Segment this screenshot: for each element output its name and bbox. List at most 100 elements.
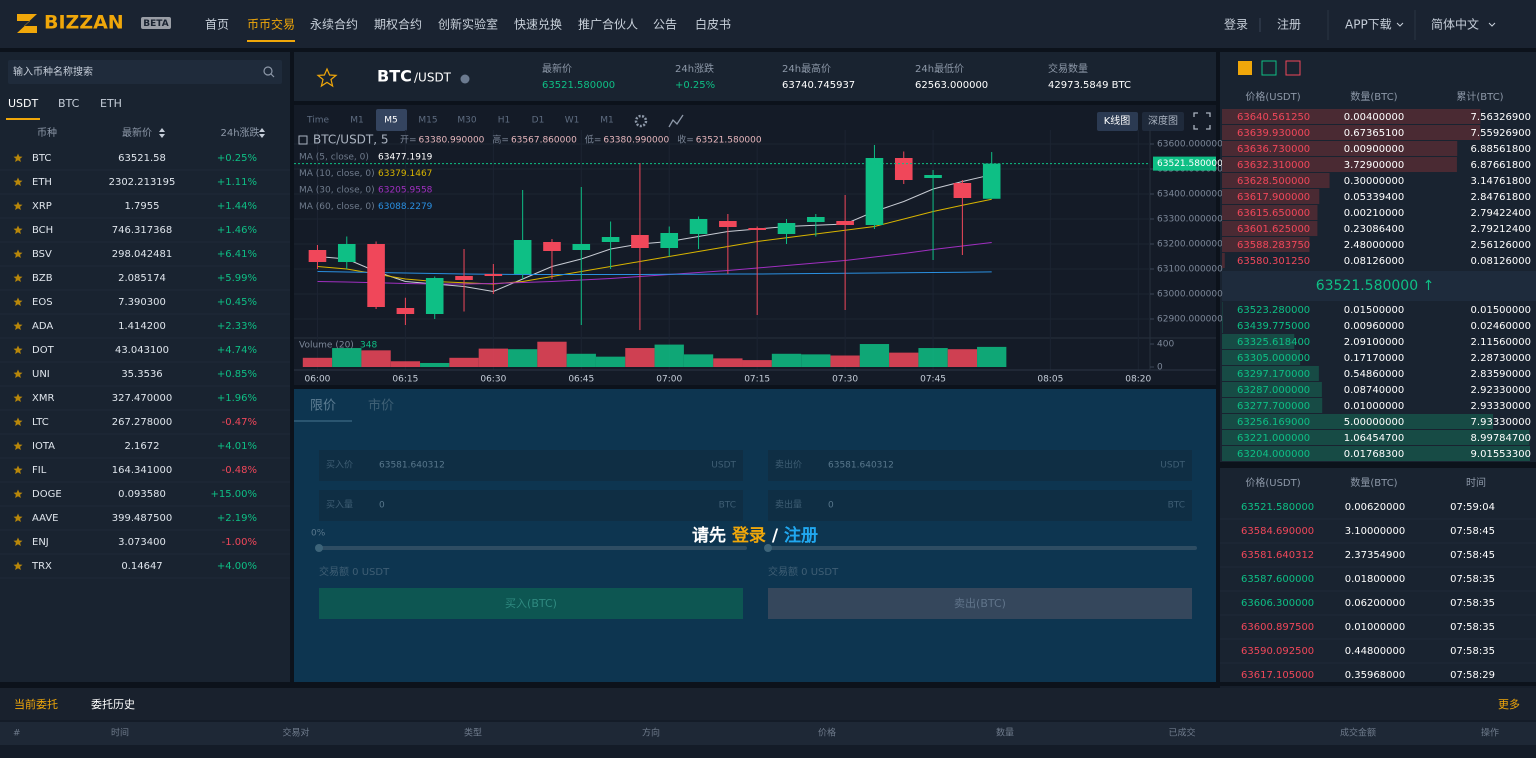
favorite-star[interactable]: [13, 561, 23, 571]
trade-button-label[interactable]: 卖出(BTC): [954, 596, 1006, 610]
stat-value: 63740.745937: [782, 80, 855, 91]
interval-button[interactable]: H1: [498, 116, 511, 126]
nav-item[interactable]: 币币交易: [247, 17, 295, 32]
market-change: +4.00%: [217, 561, 257, 572]
market-symbol[interactable]: DOT: [32, 345, 55, 356]
market-symbol[interactable]: EOS: [32, 297, 53, 308]
favorite-star[interactable]: [13, 537, 23, 547]
favorite-star[interactable]: [13, 369, 23, 379]
favorite-star[interactable]: [13, 441, 23, 451]
favorite-star[interactable]: [13, 249, 23, 259]
depth-bar: [1222, 414, 1494, 429]
favorite-star[interactable]: [13, 417, 23, 427]
interval-button[interactable]: M1: [600, 116, 614, 126]
info-icon[interactable]: [460, 74, 470, 84]
book-mode-icon[interactable]: [1285, 60, 1301, 76]
market-symbol[interactable]: AAVE: [32, 513, 58, 524]
sell-amount-input[interactable]: [768, 490, 1192, 521]
form-tab[interactable]: 限价: [310, 399, 336, 414]
favorite-star[interactable]: [13, 225, 23, 235]
sell-price-input[interactable]: [768, 450, 1192, 481]
nav-item[interactable]: 公告: [653, 18, 677, 32]
app-download[interactable]: APP下载: [1345, 18, 1392, 32]
column-header: 类型: [464, 727, 482, 739]
dropdown-caret: [1396, 22, 1404, 27]
market-symbol[interactable]: FIL: [32, 465, 47, 476]
market-symbol[interactable]: XRP: [32, 201, 52, 212]
nav-item[interactable]: 推广合伙人: [578, 17, 638, 32]
market-symbol[interactable]: XMR: [32, 393, 54, 404]
search-icon[interactable]: [263, 66, 273, 76]
language-select[interactable]: 简体中文: [1431, 17, 1479, 32]
favorite-star[interactable]: [13, 273, 23, 283]
trade-price: 63581.640312: [1241, 550, 1314, 561]
nav-item[interactable]: 期权合约: [374, 17, 422, 32]
fullscreen-icon[interactable]: [1193, 112, 1211, 130]
interval-button[interactable]: D1: [532, 116, 545, 126]
login-prompt-link[interactable]: 注册: [784, 525, 818, 546]
login-prompt-link[interactable]: 登录: [731, 525, 766, 546]
view-button[interactable]: 深度图: [1148, 114, 1178, 127]
indicator-icon[interactable]: [668, 114, 684, 128]
interval-button[interactable]: M15: [418, 116, 437, 126]
interval-button[interactable]: Time: [306, 116, 329, 126]
favorite-star[interactable]: [13, 177, 23, 187]
orders-tab[interactable]: 委托历史: [91, 697, 135, 711]
trade-button-label[interactable]: 买入(BTC): [505, 597, 557, 610]
favorite-star[interactable]: [13, 201, 23, 211]
market-symbol[interactable]: IOTA: [32, 441, 55, 452]
nav-item[interactable]: 快速兑换: [514, 18, 562, 32]
buy-amount-input[interactable]: [319, 490, 743, 521]
search-box[interactable]: [8, 60, 282, 84]
favorite-star[interactable]: [13, 489, 23, 499]
favorite-star[interactable]: [13, 513, 23, 523]
favorite-star[interactable]: [316, 67, 338, 88]
market-symbol[interactable]: UNI: [32, 369, 50, 380]
view-button[interactable]: K线图: [1104, 114, 1131, 127]
volume-bar: [801, 354, 831, 367]
settings-icon[interactable]: [634, 114, 648, 128]
nav-item[interactable]: 首页: [205, 18, 229, 32]
market-symbol[interactable]: BSV: [32, 249, 52, 260]
favorite-star[interactable]: [13, 345, 23, 355]
market-tab[interactable]: ETH: [100, 97, 122, 110]
market-symbol[interactable]: TRX: [31, 561, 52, 572]
market-symbol[interactable]: DOGE: [32, 489, 62, 500]
form-tab[interactable]: 市价: [368, 398, 394, 414]
favorite-star[interactable]: [13, 393, 23, 403]
register-link[interactable]: 注册: [1277, 17, 1301, 32]
sell-slider-knob[interactable]: [764, 544, 772, 552]
more-link[interactable]: 更多: [1498, 697, 1520, 711]
book-mode-icon[interactable]: [1238, 61, 1252, 75]
buy-button[interactable]: [319, 588, 743, 619]
buy-slider-knob[interactable]: [315, 544, 323, 552]
sell-button[interactable]: [768, 588, 1192, 619]
market-tab[interactable]: BTC: [58, 97, 80, 110]
book-mode-icon[interactable]: [1261, 60, 1277, 76]
interval-button[interactable]: M1: [350, 116, 364, 126]
nav-item[interactable]: 白皮书: [695, 17, 731, 32]
login-link[interactable]: 登录: [1224, 17, 1248, 32]
nav-item[interactable]: 永续合约: [310, 17, 358, 32]
favorite-star[interactable]: [13, 321, 23, 331]
favorite-star[interactable]: [13, 465, 23, 475]
favorite-star[interactable]: [13, 153, 23, 163]
market-price: 1.414200: [118, 321, 166, 332]
orders-tab[interactable]: 当前委托: [14, 697, 58, 711]
interval-button[interactable]: M30: [457, 116, 476, 126]
volume-bar: [361, 350, 391, 367]
orders-tabs-bar: [0, 688, 1536, 720]
market-symbol[interactable]: BTC: [32, 153, 51, 164]
market-symbol[interactable]: BCH: [32, 225, 53, 236]
interval-button[interactable]: W1: [565, 116, 580, 126]
market-tab[interactable]: USDT: [8, 97, 39, 110]
market-symbol[interactable]: ETH: [32, 177, 52, 188]
interval-button[interactable]: M5: [384, 116, 398, 126]
nav-item[interactable]: 创新实验室: [438, 17, 498, 32]
market-symbol[interactable]: LTC: [32, 417, 49, 428]
buy-price-input[interactable]: [319, 450, 743, 481]
market-symbol[interactable]: BZB: [32, 273, 53, 284]
favorite-star[interactable]: [13, 297, 23, 307]
market-symbol[interactable]: ADA: [32, 321, 53, 332]
market-symbol[interactable]: ENJ: [32, 537, 49, 548]
